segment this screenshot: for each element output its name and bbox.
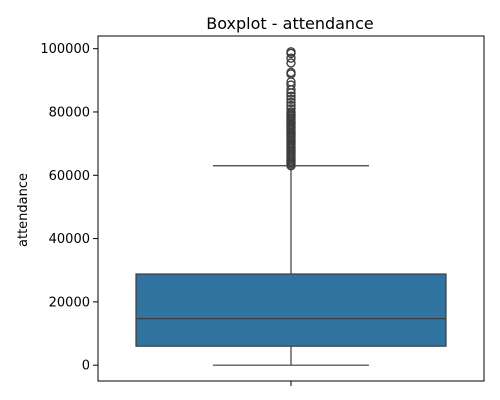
box-group (135, 165, 447, 366)
chart-title: Boxplot - attendance (206, 14, 373, 33)
outliers-group (286, 47, 296, 171)
outlier-point-46 (286, 58, 296, 68)
outlier-point-38 (286, 94, 296, 105)
y-axis: 0 20000 40000 60000 80000 100000 (40, 42, 98, 374)
plot-area (135, 47, 447, 366)
y-tick-label-5: 100000 (40, 42, 90, 57)
iqr-box (135, 273, 447, 347)
plot-frame (97, 35, 485, 382)
outlier-point-36 (286, 100, 296, 111)
y-tick-label-3: 60000 (49, 169, 90, 184)
y-tick-label-2: 40000 (49, 232, 90, 247)
y-axis-label: attendance (16, 173, 31, 247)
outlier-point-35 (286, 104, 296, 114)
outlier-point-34 (286, 107, 296, 117)
outlier-point-42 (286, 80, 296, 90)
outlier-point-39 (286, 91, 296, 101)
outlier-point-45 (286, 67, 296, 78)
y-tick-label-0: 0 (82, 359, 90, 374)
outlier-point-47 (286, 53, 296, 63)
y-tick-label-1: 20000 (49, 295, 90, 310)
outlier-point-49 (286, 47, 296, 57)
outlier-point-37 (286, 97, 296, 108)
y-tick-label-4: 80000 (49, 105, 90, 120)
